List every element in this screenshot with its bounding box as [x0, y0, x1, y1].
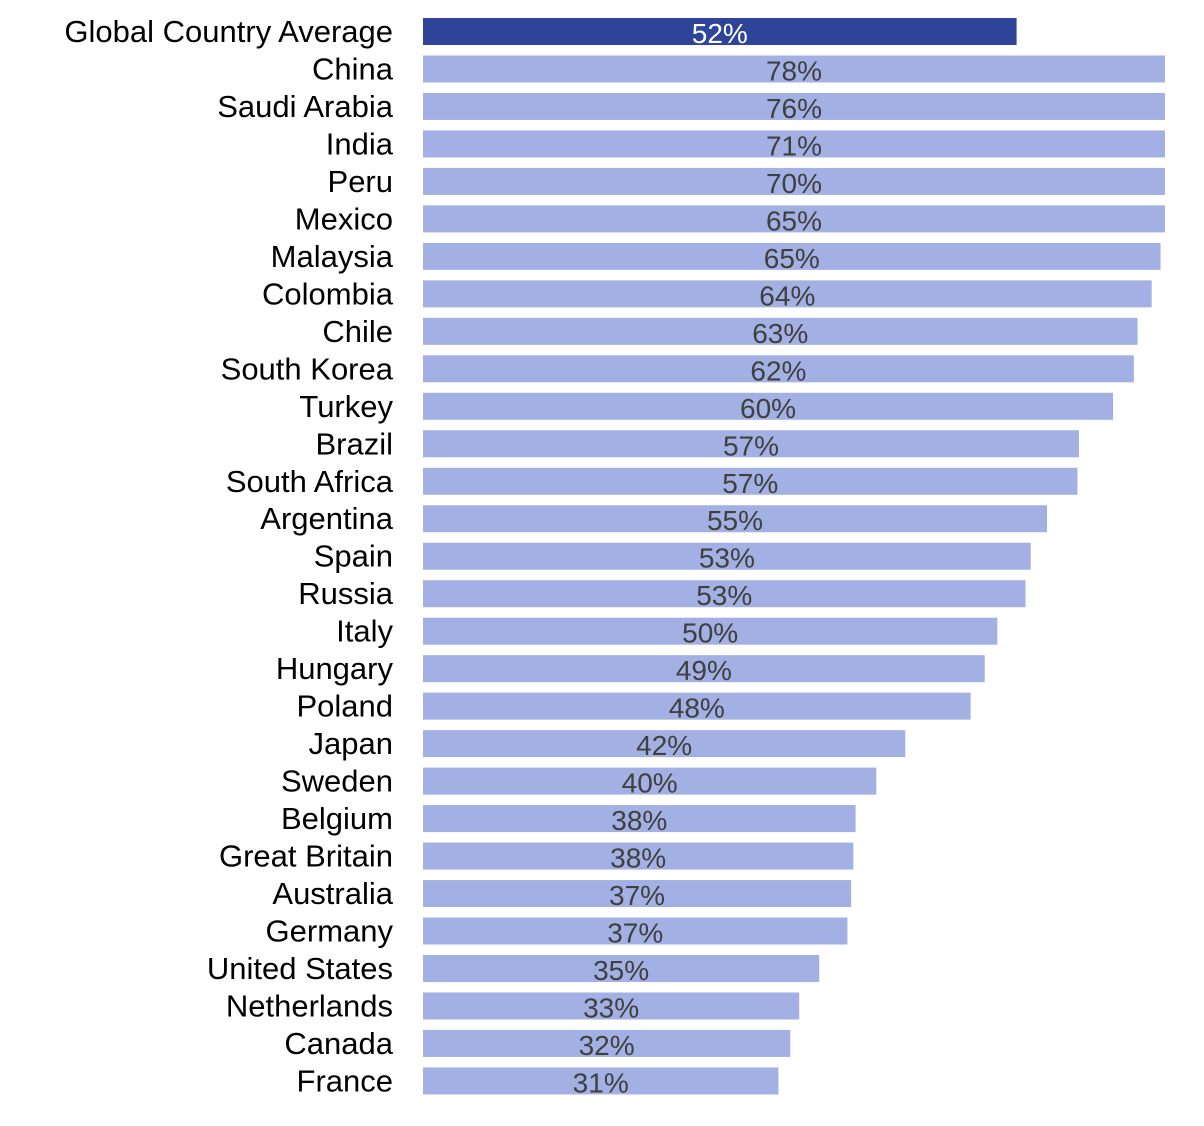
- data-label: 32%: [579, 1030, 635, 1061]
- category-label: Russia: [298, 576, 394, 611]
- category-label: Japan: [309, 726, 393, 761]
- category-label: Turkey: [299, 389, 393, 424]
- category-label: Canada: [284, 1026, 393, 1061]
- bar: [423, 242, 1161, 270]
- data-label: 55%: [707, 505, 763, 536]
- data-label: 53%: [696, 580, 752, 611]
- category-label: Italy: [336, 614, 393, 649]
- data-label: 65%: [764, 243, 820, 274]
- category-label: Chile: [322, 314, 393, 349]
- category-label: United States: [207, 951, 393, 986]
- data-label: 71%: [766, 130, 822, 161]
- data-label: 63%: [752, 318, 808, 349]
- category-label: Sweden: [281, 764, 393, 799]
- bar: [423, 542, 1031, 570]
- data-label: 57%: [722, 468, 778, 499]
- category-label: Belgium: [281, 801, 393, 836]
- category-label: Australia: [272, 876, 393, 911]
- data-label: 57%: [723, 430, 779, 461]
- bar: [423, 167, 1165, 195]
- category-label: South Korea: [221, 351, 394, 386]
- category-label: Poland: [296, 689, 393, 724]
- category-label: Peru: [328, 164, 393, 199]
- category-label: Mexico: [295, 201, 393, 236]
- category-label: Hungary: [276, 651, 394, 686]
- category-label: India: [326, 126, 394, 161]
- data-label: 38%: [610, 843, 666, 874]
- data-label: 78%: [766, 55, 822, 86]
- bar: [423, 1029, 791, 1057]
- category-label: Argentina: [260, 501, 393, 536]
- data-label: 64%: [759, 280, 815, 311]
- bar: [423, 130, 1165, 158]
- bar: [423, 580, 1026, 608]
- bar: [423, 842, 854, 870]
- category-label: France: [297, 1063, 393, 1098]
- bar: [423, 917, 848, 945]
- category-label: Malaysia: [271, 239, 394, 274]
- category-label: Netherlands: [226, 988, 393, 1023]
- bar: [423, 317, 1138, 345]
- bar: [423, 955, 820, 982]
- data-label: 42%: [636, 730, 692, 761]
- bar: [423, 430, 1079, 458]
- bar: [423, 505, 1048, 533]
- data-label: 35%: [593, 955, 649, 986]
- bar: [423, 692, 971, 720]
- bar: [423, 1067, 779, 1095]
- data-label: 60%: [740, 393, 796, 424]
- bar: [423, 467, 1078, 495]
- category-label: Great Britain: [219, 839, 393, 874]
- category-label: Saudi Arabia: [217, 89, 394, 124]
- bar: [423, 55, 1165, 83]
- data-label: 53%: [699, 543, 755, 574]
- data-label: 70%: [766, 168, 822, 199]
- category-label: South Africa: [226, 464, 394, 499]
- data-label: 31%: [573, 1067, 629, 1098]
- category-label: China: [312, 51, 394, 86]
- data-label: 38%: [611, 805, 667, 836]
- bar: [423, 767, 877, 795]
- data-label: 37%: [609, 880, 665, 911]
- bar: [423, 655, 985, 683]
- bar: [423, 992, 800, 1020]
- data-label: 62%: [750, 355, 806, 386]
- bar: [423, 355, 1134, 383]
- category-label: Global Country Average: [64, 14, 393, 49]
- bar: [423, 730, 906, 758]
- data-label: 33%: [583, 992, 639, 1023]
- bar: [423, 392, 1114, 420]
- category-label: Colombia: [262, 276, 394, 311]
- category-label: Brazil: [315, 426, 393, 461]
- bar: [423, 280, 1152, 308]
- data-label: 40%: [622, 768, 678, 799]
- bar: [423, 880, 852, 908]
- data-label: 48%: [669, 693, 725, 724]
- data-label: 65%: [766, 205, 822, 236]
- bars: [423, 18, 1165, 1095]
- bar: [423, 205, 1165, 233]
- bar: [423, 617, 998, 645]
- category-label: Germany: [266, 914, 394, 949]
- data-label: 76%: [766, 93, 822, 124]
- bar: [423, 805, 856, 833]
- data-labels: 52% 78% 76% 71% 70% 65% 65% 64% 63% 62% 60% 57% 57% 5…: [573, 18, 822, 1098]
- data-label: 52%: [692, 18, 748, 49]
- data-label: 49%: [676, 655, 732, 686]
- data-label: 50%: [682, 618, 738, 649]
- bar: [423, 92, 1165, 120]
- category-label: Spain: [314, 539, 393, 574]
- data-label: 37%: [607, 918, 663, 949]
- bar-highlight: [423, 18, 1017, 45]
